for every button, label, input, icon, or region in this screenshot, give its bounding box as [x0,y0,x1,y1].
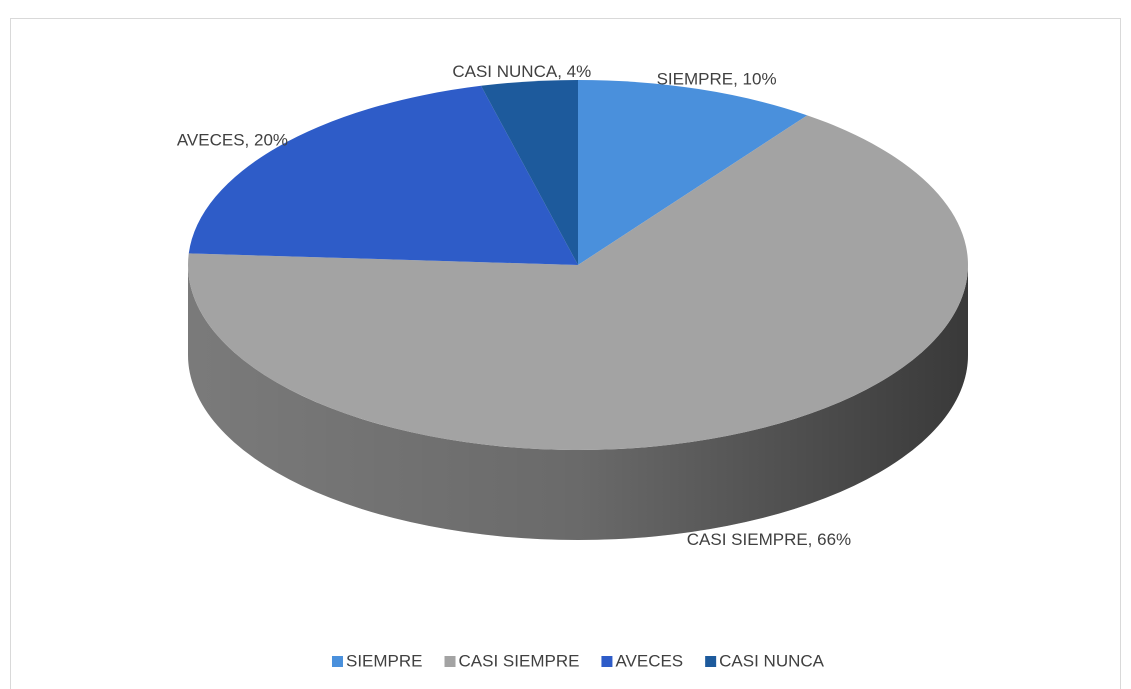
legend-label: AVECES [615,651,683,670]
legend-swatch [601,656,613,667]
legend-swatch [331,656,343,667]
slice [481,80,578,265]
slice [188,115,968,451]
legend-swatch [444,656,456,667]
legend-label: CASI NUNCA [719,651,825,670]
side-shade [188,265,968,540]
legend-swatch [705,656,717,667]
data-label: CASI SIEMPRE, 66% [687,530,851,549]
slice [188,85,578,265]
slice [578,80,808,265]
data-label: AVECES, 20% [177,131,288,150]
data-label: CASI NUNCA, 4% [452,62,591,81]
data-label: SIEMPRE, 10% [657,70,777,89]
legend-label: CASI SIEMPRE [459,651,580,670]
legend-label: SIEMPRE [346,651,423,670]
